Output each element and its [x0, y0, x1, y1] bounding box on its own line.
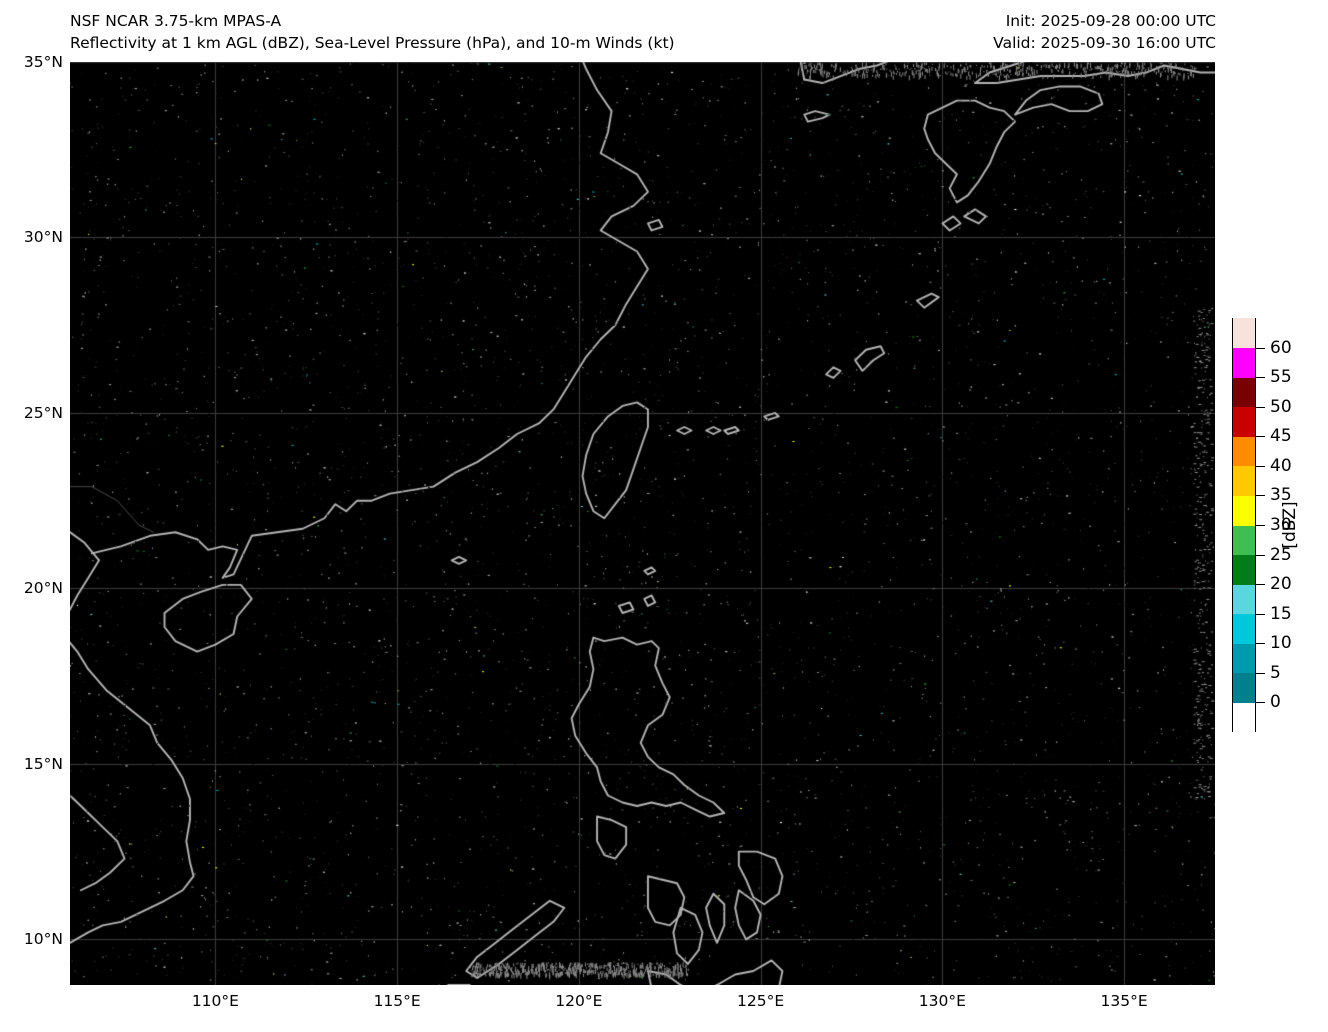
colorbar-tick-label: 10 [1270, 633, 1292, 654]
colorbar-tick [1256, 525, 1265, 526]
xtick-label: 110°E [191, 992, 239, 1010]
colorbar-tick [1256, 436, 1265, 438]
colorbar-tick-label: 15 [1270, 603, 1292, 624]
reflectivity-map-canvas[interactable] [70, 62, 1215, 985]
xtick-label: 120°E [555, 992, 603, 1010]
model-name: NSF NCAR 3.75-km MPAS-A [70, 12, 282, 30]
colorbar-band [1233, 672, 1255, 703]
colorbar-band [1233, 465, 1255, 496]
colorbar-tick [1256, 554, 1265, 556]
xtick-label: 130°E [918, 992, 966, 1010]
colorbar-tick [1256, 406, 1265, 408]
xtick-label: 115°E [373, 992, 421, 1010]
colorbar-tick-label: 20 [1270, 574, 1292, 595]
colorbar-gradient [1232, 318, 1256, 733]
colorbar-band [1233, 643, 1255, 674]
colorbar-tick [1256, 584, 1265, 586]
colorbar-tick [1256, 643, 1265, 645]
valid-time: Valid: 2025-09-30 16:00 UTC [993, 34, 1216, 52]
colorbar-tick [1256, 672, 1265, 674]
colorbar-band [1233, 406, 1255, 437]
init-time: Init: 2025-09-28 00:00 UTC [1005, 12, 1216, 30]
ytick-label: 35°N [23, 53, 63, 71]
colorbar-band [1233, 347, 1255, 378]
colorbar-tick-label: 35 [1270, 485, 1292, 506]
colorbar-tick-label: 5 [1270, 662, 1281, 683]
ytick-label: 20°N [23, 579, 63, 598]
colorbar-tick [1256, 465, 1265, 467]
colorbar-band [1233, 525, 1255, 556]
colorbar-tick-label: 60 [1270, 337, 1292, 358]
colorbar-tick-label: 25 [1270, 544, 1292, 565]
colorbar-band [1233, 495, 1255, 526]
colorbar-tick [1256, 702, 1265, 704]
ytick-label: 10°N [23, 930, 63, 949]
colorbar-tick-label: 45 [1270, 426, 1292, 447]
colorbar-unit-label: [dBZ] [1280, 501, 1300, 549]
colorbar-tick-label: 55 [1270, 367, 1292, 388]
colorbar-tick-label: 40 [1270, 455, 1292, 476]
colorbar-tick-label: 0 [1270, 692, 1281, 713]
colorbar-band [1233, 702, 1255, 733]
map-plot-area[interactable] [70, 62, 1215, 985]
xtick-label: 135°E [1100, 992, 1148, 1010]
model-title-block: NSF NCAR 3.75-km MPAS-A Reflectivity at … [70, 10, 675, 54]
colorbar-band [1233, 554, 1255, 585]
reflectivity-colorbar[interactable] [1230, 290, 1258, 760]
colorbar-tick [1256, 495, 1265, 497]
colorbar-band [1233, 377, 1255, 408]
colorbar-tick [1256, 347, 1265, 349]
colorbar-tick [1256, 613, 1265, 615]
model-time-block: Init: 2025-09-28 00:00 UTC Valid: 2025-0… [993, 10, 1216, 54]
xtick-label: 125°E [737, 992, 785, 1010]
colorbar-band [1233, 318, 1255, 349]
colorbar-band [1233, 584, 1255, 615]
model-field-description: Reflectivity at 1 km AGL (dBZ), Sea-Leve… [70, 34, 675, 52]
colorbar-tick-label: 50 [1270, 396, 1292, 417]
colorbar-band [1233, 436, 1255, 467]
ytick-label: 15°N [23, 754, 63, 773]
ytick-label: 30°N [23, 228, 63, 247]
colorbar-tick-label: 30 [1270, 515, 1292, 535]
colorbar-band [1233, 613, 1255, 644]
colorbar-tick [1256, 377, 1265, 379]
ytick-label: 25°N [23, 403, 63, 422]
